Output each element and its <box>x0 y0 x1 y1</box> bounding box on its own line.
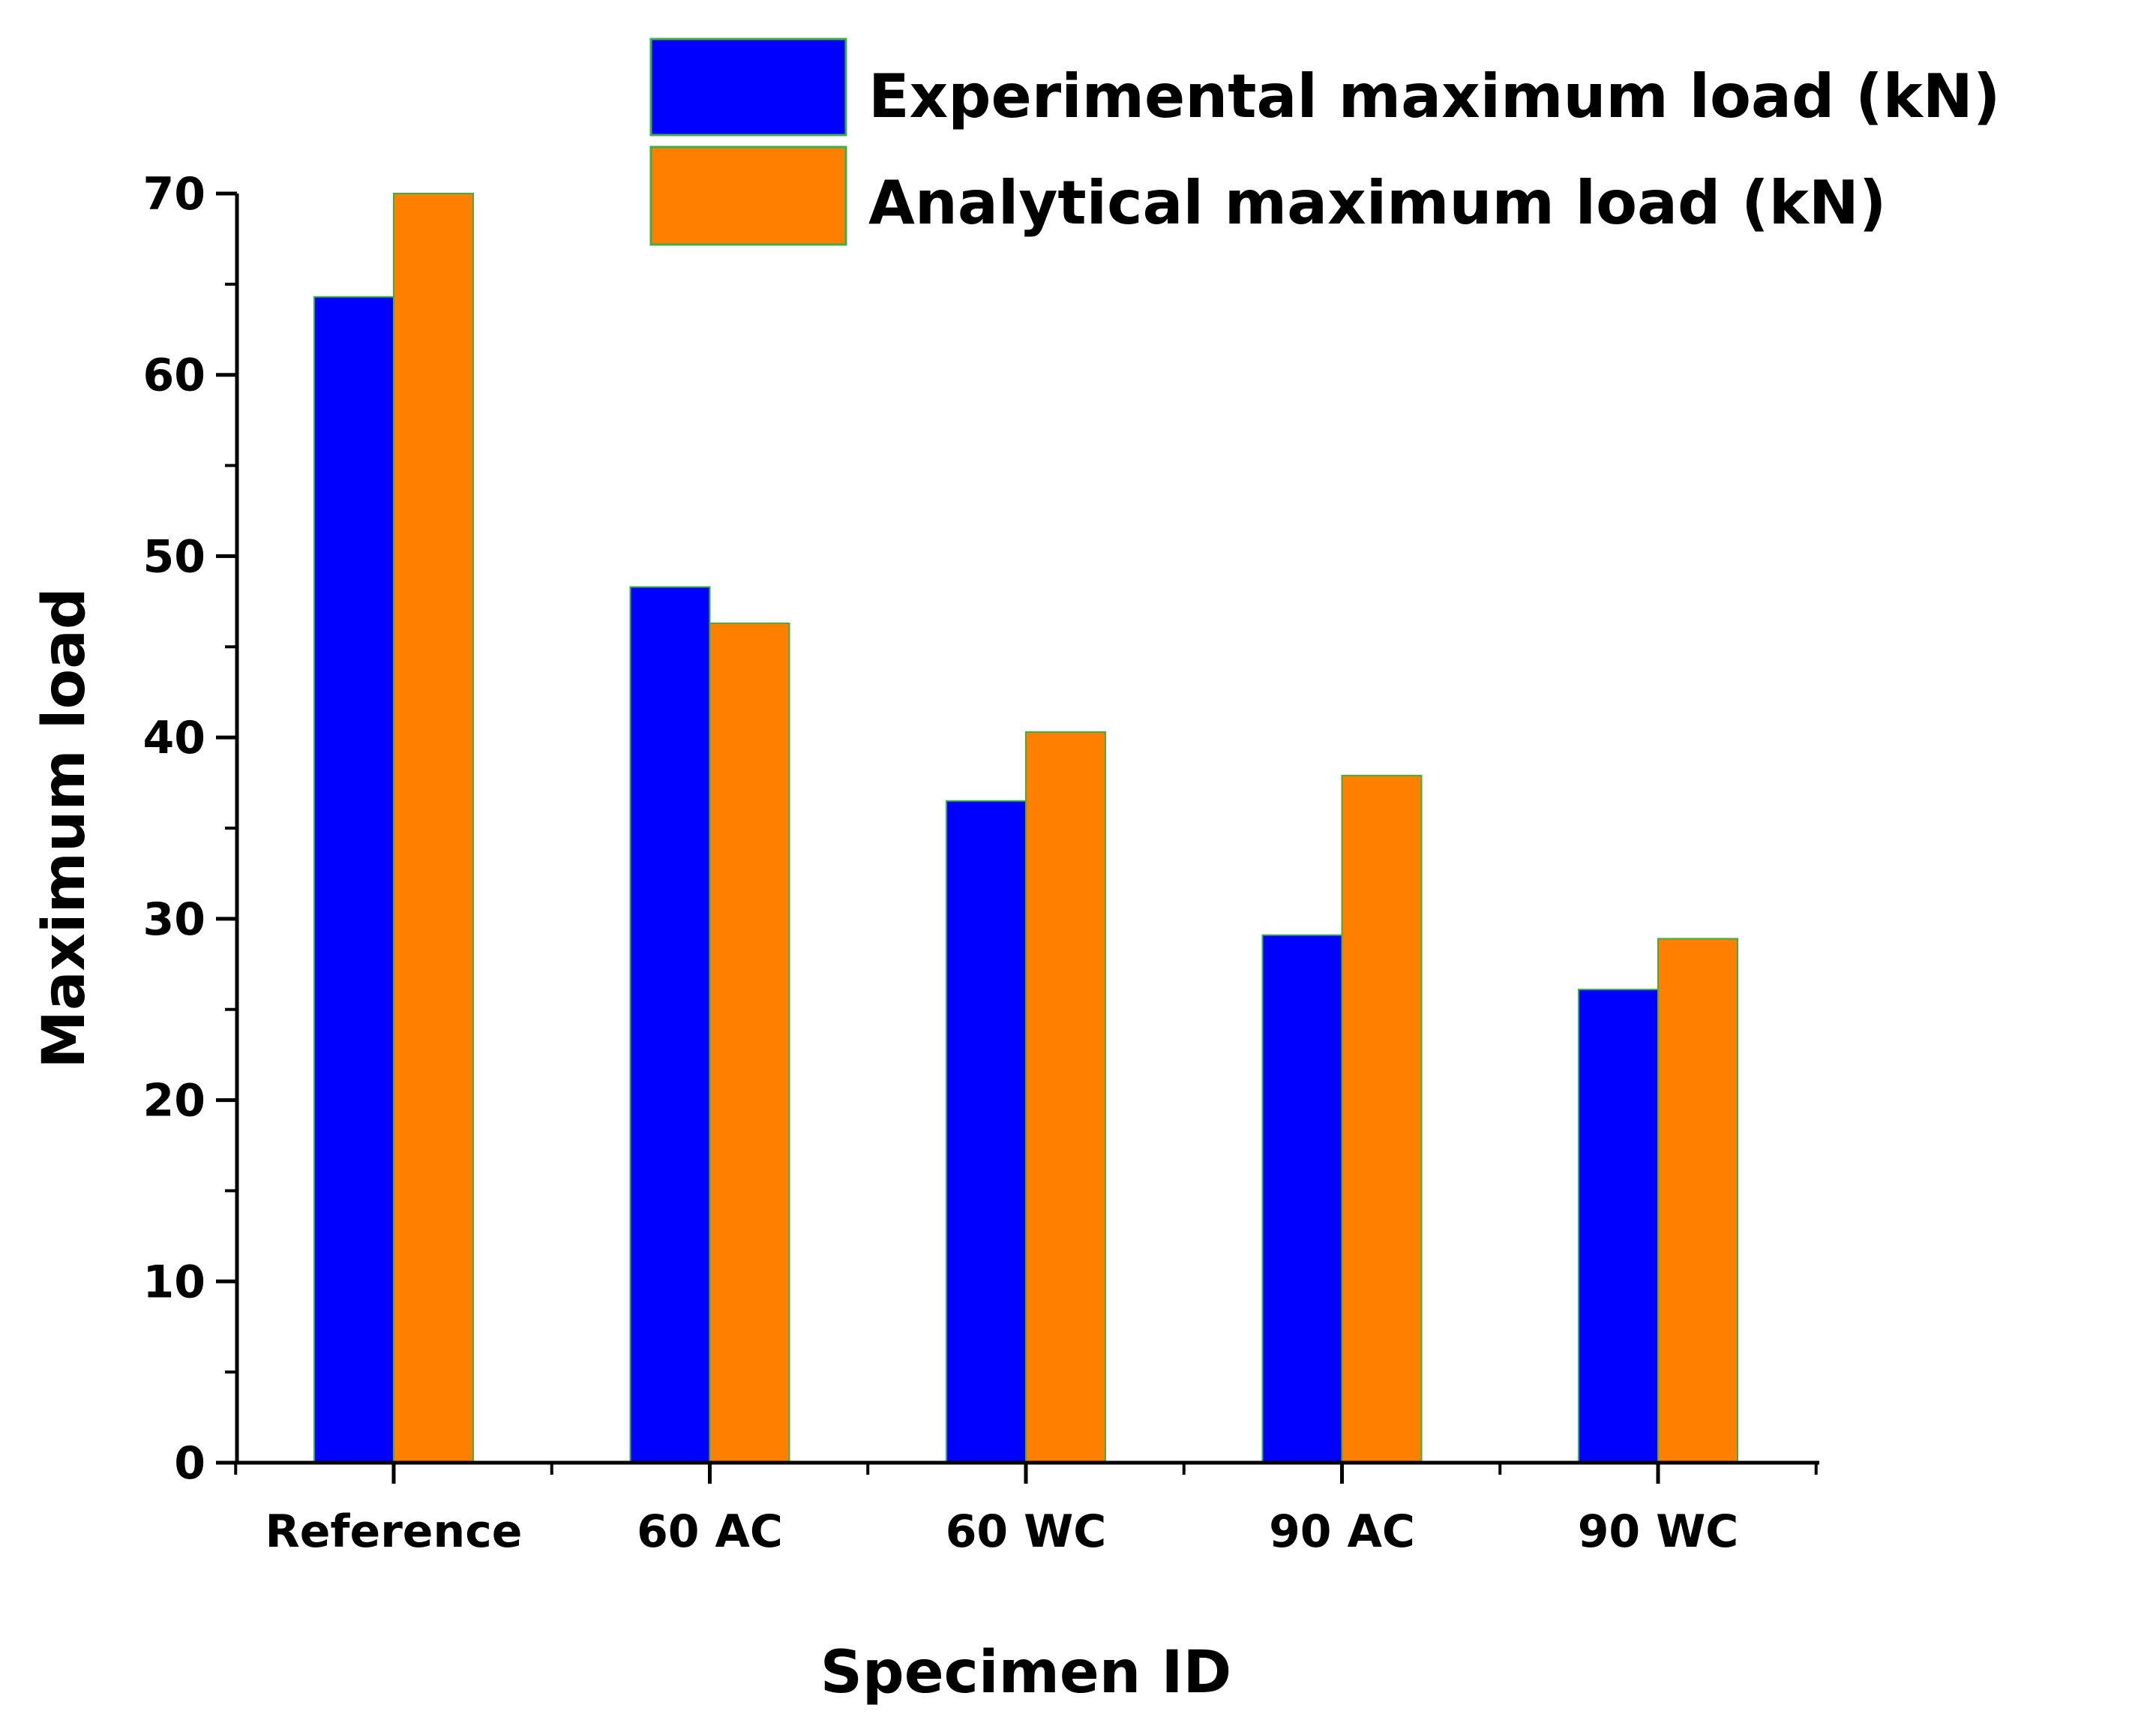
x-tick-label-0: Reference <box>265 1505 523 1558</box>
bar-experimental-0 <box>313 296 394 1464</box>
y-axis-title: Maximum load <box>31 587 98 1068</box>
y-tick-label-3: 30 <box>143 893 206 946</box>
legend-swatch-analytical <box>649 146 847 246</box>
bar-experimental-3 <box>1261 934 1343 1463</box>
y-tick-label-6: 60 <box>143 350 206 402</box>
bars-group <box>313 193 1738 1464</box>
y-tick-label-4: 40 <box>143 712 206 764</box>
legend-label-experimental: Experimental maximum load (kN) <box>868 62 2000 131</box>
y-tick-label-1: 10 <box>143 1256 206 1308</box>
x-tick-label-2: 60 WC <box>946 1505 1107 1558</box>
bar-experimental-4 <box>1578 989 1659 1463</box>
bar-experimental-2 <box>946 800 1027 1463</box>
bar-analytical-3 <box>1341 774 1423 1463</box>
x-ticks-group: Reference 60 AC 60 WC 90 AC 90 WC <box>234 1463 1818 1558</box>
y-ticks-group: 0 10 20 30 40 50 60 70 <box>143 168 237 1490</box>
legend-label-analytical: Analytical maximum load (kN) <box>868 168 1886 238</box>
y-tick-label-0: 0 <box>174 1437 205 1490</box>
bar-analytical-4 <box>1657 938 1738 1463</box>
x-tick-label-1: 60 AC <box>637 1505 783 1558</box>
y-tick-label-7: 70 <box>143 168 206 221</box>
y-tick-label-2: 20 <box>143 1075 206 1127</box>
bar-analytical-0 <box>393 193 474 1463</box>
x-tick-label-3: 90 AC <box>1269 1505 1415 1558</box>
x-axis-title: Specimen ID <box>820 1639 1232 1706</box>
y-tick-label-5: 50 <box>143 530 206 583</box>
x-tick-label-4: 90 WC <box>1578 1505 1739 1558</box>
bar-analytical-1 <box>709 622 790 1463</box>
legend-swatch-experimental <box>649 38 847 137</box>
bar-experimental-1 <box>629 586 711 1463</box>
bar-analytical-2 <box>1025 731 1106 1463</box>
legend: Experimental maximum load (kN) Analytica… <box>649 38 2000 246</box>
